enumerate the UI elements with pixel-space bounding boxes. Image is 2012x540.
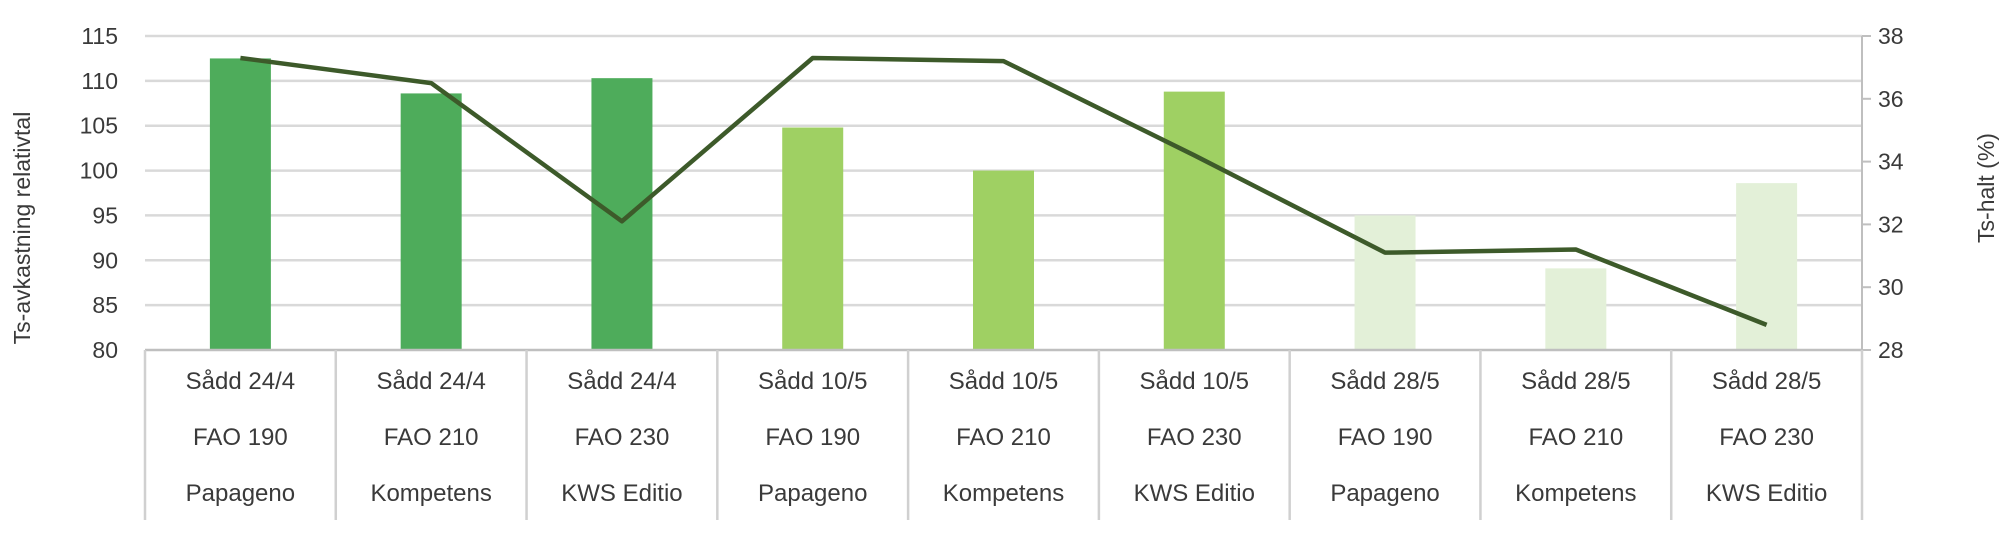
category-label: Sådd 28/5 (1712, 368, 1821, 395)
y-tick-label: 115 (81, 23, 118, 49)
y-tick-label: 105 (80, 113, 118, 139)
category-label: FAO 210 (956, 424, 1051, 451)
line-series-path (240, 55, 1768, 327)
category-label: Sådd 10/5 (949, 368, 1058, 395)
category-label: Kompetens (943, 480, 1064, 507)
category-label: Kompetens (370, 480, 491, 507)
category-label: Sådd 10/5 (758, 368, 867, 395)
y-tick-label: 95 (92, 202, 118, 228)
y-tick-label: 100 (80, 158, 118, 184)
bar (1736, 183, 1798, 350)
y2-tick-label: 36 (1878, 86, 1904, 112)
bar (973, 170, 1034, 350)
y2-tick-label: 32 (1878, 211, 1904, 237)
category-label: Papageno (186, 480, 295, 507)
category-label: Sådd 10/5 (1140, 368, 1249, 395)
category-label: Sådd 28/5 (1330, 368, 1439, 395)
category-label: Papageno (758, 480, 867, 507)
bar (1163, 91, 1225, 350)
category-label: Sådd 28/5 (1521, 368, 1630, 395)
category-label: Papageno (1330, 480, 1439, 507)
category-label: KWS Editio (561, 480, 682, 507)
bar-series (209, 58, 1798, 351)
y-tick-label: 90 (92, 247, 118, 273)
axes (143, 35, 1871, 520)
y-tick-label: 80 (92, 337, 118, 363)
category-label: Kompetens (1515, 480, 1636, 507)
right-axis-ticks: 28 30 32 34 36 38 (1878, 23, 1904, 363)
y-tick-label: 85 (92, 292, 118, 318)
category-label: FAO 230 (575, 424, 670, 451)
y2-tick-label: 30 (1878, 274, 1904, 300)
category-label: FAO 190 (765, 424, 860, 451)
bar (209, 58, 271, 351)
category-label: KWS Editio (1706, 480, 1827, 507)
category-label: FAO 210 (1528, 424, 1623, 451)
category-label: Sådd 24/4 (186, 368, 295, 395)
category-label: FAO 190 (1338, 424, 1433, 451)
bar (782, 127, 844, 350)
left-axis-title: Ts-avkastning relativtal (9, 112, 35, 345)
right-axis-title: Ts-halt (%) (1973, 133, 1999, 243)
category-label: Sådd 24/4 (567, 368, 676, 395)
bar (400, 93, 462, 350)
y2-tick-label: 34 (1878, 149, 1904, 175)
left-axis-ticks: 80 85 90 95 100 105 110 115 (80, 23, 118, 363)
category-labels: Sådd 24/4 FAO 190 Papageno Sådd 24/4 FAO 210… (186, 368, 1828, 507)
category-label: FAO 230 (1719, 424, 1814, 451)
bar (591, 78, 653, 350)
bar (1545, 268, 1607, 350)
bar (1354, 215, 1416, 350)
y2-tick-label: 28 (1878, 337, 1904, 363)
line-series (240, 55, 1768, 327)
y2-tick-label: 38 (1878, 23, 1904, 49)
category-label: FAO 230 (1147, 424, 1242, 451)
category-label: FAO 210 (384, 424, 479, 451)
category-label: KWS Editio (1134, 480, 1255, 507)
category-label: Sådd 24/4 (376, 368, 485, 395)
category-label: FAO 190 (193, 424, 288, 451)
y-tick-label: 110 (81, 68, 118, 94)
